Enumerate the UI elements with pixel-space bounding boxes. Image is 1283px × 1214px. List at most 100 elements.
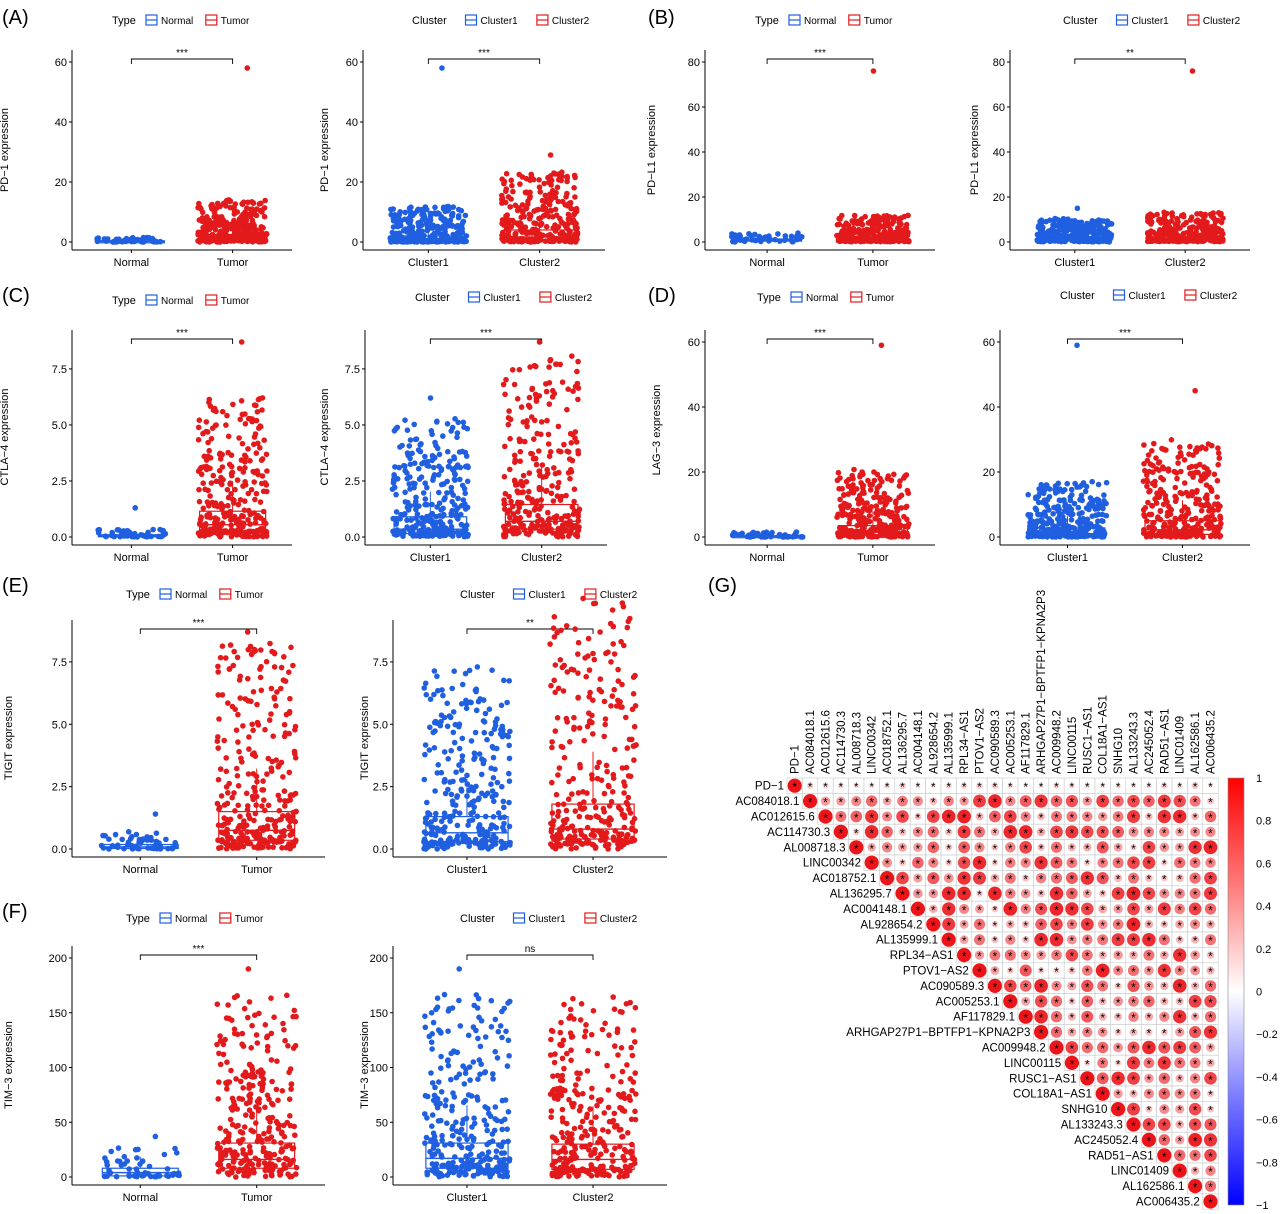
data-point [506, 770, 512, 777]
data-point [1082, 488, 1089, 495]
data-point [558, 743, 565, 750]
data-point [281, 788, 288, 794]
data-point [197, 466, 203, 472]
data-point [493, 792, 499, 798]
legend: Type Normal Tumor [755, 14, 893, 27]
data-point-max [878, 342, 885, 349]
data-point [429, 457, 435, 464]
data-point [257, 845, 264, 851]
data-point [236, 465, 243, 472]
data-point [572, 808, 579, 814]
data-point [514, 396, 521, 402]
data-point [586, 667, 593, 673]
data-point [548, 177, 555, 184]
data-point [405, 507, 412, 513]
data-point [499, 195, 506, 201]
data-point [271, 664, 278, 670]
data-point [421, 206, 428, 213]
data-point [894, 513, 900, 520]
data-point [1204, 466, 1210, 472]
data-point [422, 480, 429, 487]
data-point [1183, 512, 1189, 518]
data-point [271, 696, 278, 702]
data-point [427, 724, 433, 731]
data-point [565, 449, 572, 455]
data-point [1194, 217, 1201, 223]
data-point [559, 230, 566, 237]
data-point [862, 213, 868, 220]
data-point-max [547, 152, 554, 158]
y-tick-label: 60 [346, 57, 358, 69]
data-point [1165, 219, 1172, 226]
data-point [520, 489, 526, 495]
data-point [1187, 217, 1194, 223]
data-point [503, 170, 510, 177]
data-point [235, 739, 241, 745]
data-point [555, 224, 562, 230]
x-tick-label: Normal [114, 552, 149, 564]
data-point [524, 423, 530, 430]
data-point [227, 204, 234, 211]
data-point [856, 237, 862, 243]
data-point [447, 519, 454, 525]
data-point [491, 798, 497, 805]
data-point-max [1074, 205, 1081, 212]
data-point [227, 481, 233, 488]
data-point [239, 759, 245, 765]
data-point [402, 499, 409, 505]
data-point [488, 781, 494, 787]
data-point [1089, 478, 1095, 485]
data-point [215, 745, 221, 751]
data-point [548, 682, 554, 689]
data-point [1055, 508, 1061, 515]
data-point [1206, 225, 1213, 231]
data-point [576, 813, 583, 820]
data-point [448, 428, 455, 434]
data-point [532, 226, 539, 233]
y-tick-label: 2.5 [345, 476, 360, 488]
panel-letter-g: (G) [708, 575, 737, 597]
data-point [1083, 505, 1090, 511]
y-tick-label: 60 [55, 57, 67, 69]
data-point [253, 450, 260, 456]
data-point [550, 498, 557, 504]
data-point [529, 385, 536, 392]
data-point [94, 235, 100, 242]
data-point [1068, 517, 1075, 523]
data-point [568, 205, 574, 212]
data-point [490, 823, 497, 829]
data-point [542, 205, 549, 212]
data-point [1062, 503, 1068, 510]
data-point [451, 739, 458, 746]
data-point [1103, 479, 1110, 486]
data-point [520, 419, 527, 425]
x-tick-label: Cluster1 [408, 257, 449, 269]
data-point [232, 828, 239, 835]
data-point [505, 194, 512, 200]
data-point [1055, 480, 1062, 487]
data-point [554, 484, 561, 491]
data-point [506, 742, 512, 749]
data-point [1175, 530, 1181, 537]
data-point [200, 480, 206, 487]
data-point [436, 451, 443, 458]
significance-label: *** [814, 328, 826, 339]
data-point [1215, 445, 1221, 451]
data-point [1214, 477, 1221, 484]
x-tick-label: Cluster2 [1162, 552, 1203, 564]
data-point [476, 795, 482, 801]
data-point [440, 692, 446, 699]
data-point [856, 226, 862, 233]
data-point [1074, 484, 1080, 490]
data-point [207, 465, 213, 472]
data-point [220, 227, 227, 234]
data-point [623, 714, 629, 721]
data-point [494, 779, 501, 786]
data-point [245, 446, 251, 452]
data-point [560, 688, 567, 694]
y-tick-label: 0.0 [52, 532, 67, 544]
data-point [448, 489, 455, 495]
data-point [603, 650, 609, 657]
panel-letter-f: (F) [2, 901, 28, 923]
